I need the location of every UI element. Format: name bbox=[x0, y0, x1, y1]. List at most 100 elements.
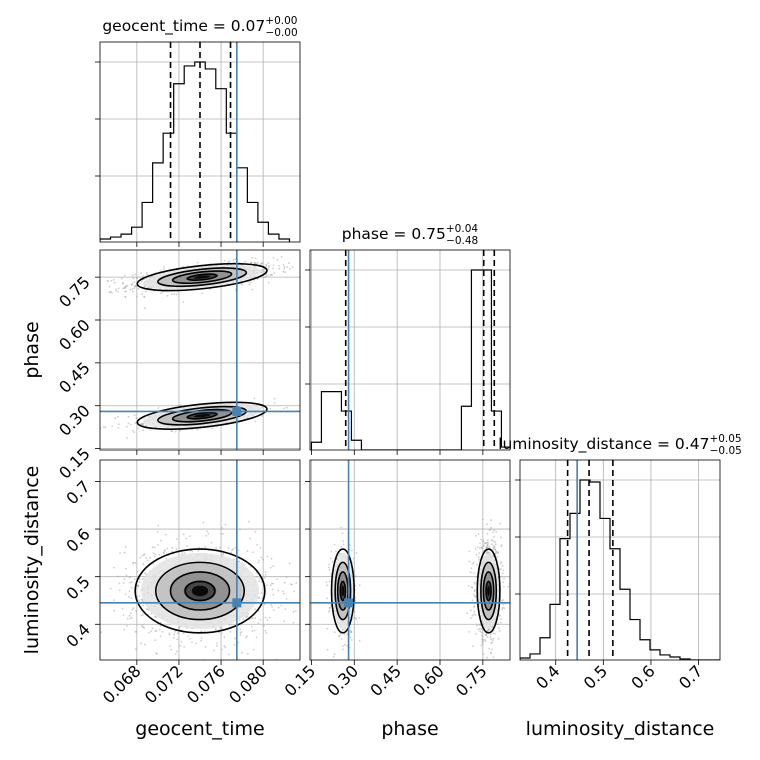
sample-point bbox=[499, 522, 502, 525]
sample-point bbox=[272, 257, 275, 259]
sample-point bbox=[491, 648, 493, 651]
density-level bbox=[487, 585, 491, 597]
sample-point bbox=[179, 404, 182, 406]
sample-point bbox=[210, 541, 213, 544]
sample-point bbox=[342, 648, 344, 651]
title-minus: −0.05 bbox=[710, 445, 742, 457]
sample-point bbox=[122, 281, 125, 284]
sample-point bbox=[175, 293, 178, 296]
sample-point bbox=[358, 639, 361, 642]
sample-point bbox=[255, 572, 258, 574]
sample-point bbox=[221, 527, 224, 529]
sample-point bbox=[328, 609, 331, 612]
sample-point bbox=[130, 581, 133, 584]
panel-title-geocent_time: geocent_time = 0.07+0.00 −0.00 bbox=[102, 15, 297, 39]
sample-point bbox=[295, 582, 298, 584]
sample-point bbox=[332, 655, 335, 658]
sample-point bbox=[255, 636, 258, 639]
sample-point bbox=[497, 627, 500, 629]
sample-point bbox=[138, 422, 140, 424]
contour-line bbox=[171, 270, 233, 285]
sample-point bbox=[136, 295, 138, 298]
sample-point bbox=[205, 534, 208, 537]
sample-point bbox=[142, 626, 145, 629]
sample-point bbox=[197, 550, 200, 552]
sample-point bbox=[478, 623, 481, 626]
sample-point bbox=[289, 583, 292, 585]
sample-point bbox=[473, 606, 476, 609]
sample-point bbox=[138, 581, 141, 583]
y-tick-label: 0.60 bbox=[55, 315, 94, 354]
density-group bbox=[476, 548, 501, 634]
panel-frame-phase-phase bbox=[309, 249, 511, 451]
sample-point bbox=[355, 552, 358, 554]
sample-point bbox=[258, 559, 260, 562]
sample-point bbox=[211, 427, 214, 430]
sample-point bbox=[135, 417, 138, 419]
sample-point bbox=[289, 268, 291, 270]
sample-point bbox=[111, 425, 114, 428]
sample-point bbox=[350, 630, 353, 633]
sample-point bbox=[266, 619, 269, 621]
sample-point bbox=[280, 604, 283, 607]
grid-phase-phase bbox=[310, 250, 510, 450]
sample-point bbox=[132, 429, 134, 432]
sample-point bbox=[482, 638, 484, 641]
contour-line bbox=[480, 561, 498, 621]
sample-point bbox=[330, 550, 333, 553]
sample-point bbox=[494, 543, 497, 546]
sample-point bbox=[264, 603, 266, 606]
truth-marker bbox=[232, 598, 242, 608]
sample-point bbox=[293, 590, 296, 593]
sample-point bbox=[117, 423, 120, 426]
sample-point bbox=[206, 530, 209, 532]
sample-point bbox=[335, 550, 337, 553]
sample-point bbox=[108, 291, 111, 294]
sample-point bbox=[102, 426, 105, 428]
sample-point bbox=[497, 623, 500, 626]
sample-point bbox=[124, 290, 127, 293]
sample-point bbox=[502, 572, 504, 575]
sample-point bbox=[340, 526, 342, 529]
sample-point bbox=[476, 546, 479, 548]
sample-point bbox=[501, 544, 503, 546]
sample-point bbox=[144, 572, 147, 575]
sample-point bbox=[490, 539, 493, 542]
sample-point bbox=[125, 574, 128, 577]
sample-point bbox=[470, 567, 473, 570]
sample-point bbox=[171, 546, 174, 549]
sample-point bbox=[117, 287, 120, 290]
sample-point bbox=[126, 284, 129, 287]
sample-point bbox=[232, 259, 235, 262]
sample-point bbox=[475, 553, 478, 556]
sample-point bbox=[134, 422, 137, 424]
sample-point bbox=[122, 287, 124, 290]
sample-point bbox=[482, 653, 485, 656]
sample-point bbox=[145, 557, 147, 559]
sample-point bbox=[149, 429, 152, 431]
sample-point bbox=[199, 630, 202, 633]
sample-point bbox=[140, 272, 143, 274]
sample-point bbox=[479, 630, 481, 633]
sample-point bbox=[219, 627, 221, 629]
sample-point bbox=[346, 644, 349, 647]
sample-point bbox=[278, 264, 281, 267]
sample-point bbox=[256, 261, 259, 264]
sample-point bbox=[219, 546, 222, 549]
sample-point bbox=[258, 577, 261, 580]
sample-point bbox=[343, 633, 346, 636]
x-tick-label: 0.45 bbox=[366, 661, 405, 700]
sample-point bbox=[241, 562, 244, 565]
sample-point bbox=[494, 541, 497, 544]
sample-point bbox=[283, 620, 286, 623]
contour-line bbox=[339, 580, 347, 602]
sample-point bbox=[166, 294, 169, 297]
histogram-geocent_time bbox=[100, 42, 291, 242]
sample-point bbox=[486, 656, 488, 659]
sample-point bbox=[264, 574, 267, 576]
sample-point bbox=[479, 542, 481, 545]
sample-point bbox=[159, 270, 162, 272]
sample-point bbox=[263, 268, 266, 271]
sample-point bbox=[272, 267, 274, 270]
sample-point bbox=[157, 524, 160, 527]
